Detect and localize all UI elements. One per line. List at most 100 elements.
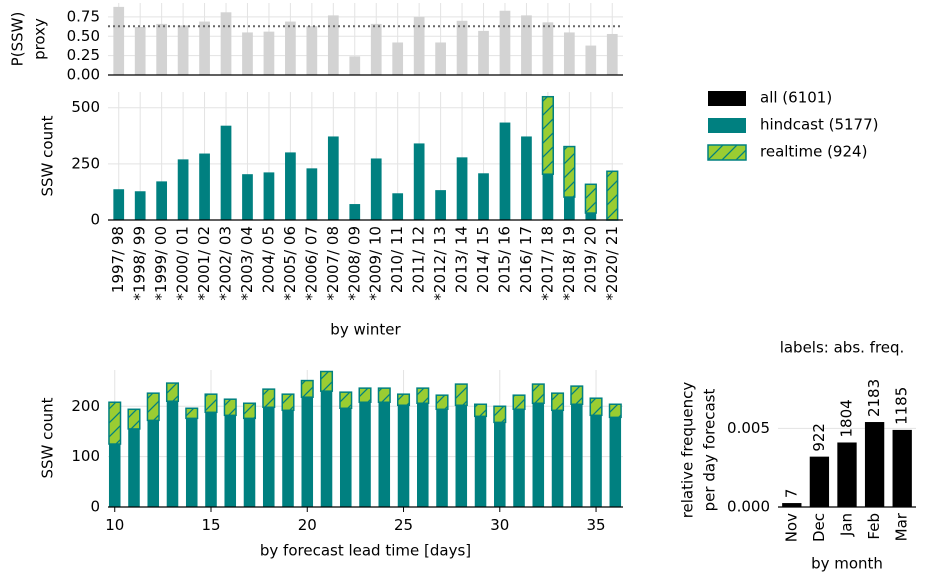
x-tick-label: *2017/ 18 xyxy=(538,226,556,301)
bar xyxy=(262,407,275,507)
bar xyxy=(584,183,597,214)
bar xyxy=(551,392,565,412)
bar xyxy=(285,152,296,220)
bar xyxy=(474,403,488,418)
bar xyxy=(205,412,217,507)
bar xyxy=(585,213,597,220)
x-tick-label: *2005/ 06 xyxy=(281,226,299,301)
bar xyxy=(199,153,210,220)
bar xyxy=(127,408,141,430)
bar xyxy=(185,418,198,507)
y-tick-label: 0.50 xyxy=(67,27,100,45)
x-tick-label: *2003/ 04 xyxy=(238,226,256,301)
bar xyxy=(478,173,489,220)
bar xyxy=(494,422,506,507)
bar xyxy=(606,170,619,221)
bar xyxy=(436,409,448,507)
bar xyxy=(262,388,276,409)
x-tick-label: 15 xyxy=(201,516,220,534)
y-axis-label: relative frequency xyxy=(679,382,697,519)
legend-swatch xyxy=(707,144,747,161)
bar xyxy=(456,20,468,76)
x-axis-label: by winter xyxy=(330,321,401,339)
y-axis-label: SSW count xyxy=(39,115,57,196)
legend-swatch xyxy=(708,91,746,106)
bar xyxy=(349,56,361,75)
bar xyxy=(609,417,622,507)
bar xyxy=(320,391,333,507)
bar xyxy=(301,397,314,507)
data-label: 2183 xyxy=(865,379,883,417)
bar xyxy=(147,420,160,507)
bar xyxy=(263,31,275,75)
bar xyxy=(204,393,218,414)
bar xyxy=(377,387,391,403)
bar xyxy=(220,12,232,76)
y-axis-label: P(SSW) xyxy=(9,12,27,67)
bar xyxy=(563,32,575,75)
bar xyxy=(478,30,489,75)
legend-swatch xyxy=(708,118,746,133)
bar xyxy=(327,15,339,75)
bar xyxy=(370,23,382,75)
bar xyxy=(134,191,146,220)
bar xyxy=(281,393,295,412)
bar xyxy=(108,444,121,507)
bar xyxy=(242,174,253,220)
bar xyxy=(837,442,857,507)
legend-label: hindcast (5177) xyxy=(760,116,878,134)
y-tick-label: 0.005 xyxy=(727,419,770,437)
bar xyxy=(782,503,802,507)
y-tick-label: 0 xyxy=(90,498,100,516)
bar xyxy=(300,379,314,398)
bar xyxy=(113,6,125,75)
bar xyxy=(319,370,334,392)
x-tick-label: 2015/ 16 xyxy=(495,226,513,293)
x-tick-label: Jan xyxy=(838,513,856,537)
bar xyxy=(378,402,391,507)
y-tick-label: 0.25 xyxy=(67,46,100,64)
x-tick-label: *1998/ 99 xyxy=(131,226,149,301)
bar xyxy=(455,405,468,507)
x-tick-label: *2002/ 03 xyxy=(217,226,235,301)
y-axis-label: per day forecast xyxy=(701,389,719,512)
bar xyxy=(413,16,425,75)
x-tick-label: 2004/ 05 xyxy=(259,226,277,293)
x-tick-label: 35 xyxy=(586,516,605,534)
bar xyxy=(532,403,545,507)
bar xyxy=(339,408,352,507)
x-tick-label: *2018/ 19 xyxy=(560,226,578,301)
x-tick-label: *2009/ 10 xyxy=(367,226,385,301)
bar xyxy=(134,27,146,75)
x-tick-label: *2000/ 01 xyxy=(174,226,192,301)
legend-label: realtime (924) xyxy=(760,143,867,161)
bar xyxy=(397,405,410,507)
bar xyxy=(185,407,199,420)
bar xyxy=(499,10,511,75)
bar xyxy=(263,172,275,220)
x-tick-label: 2011/ 12 xyxy=(410,226,428,293)
bar xyxy=(156,23,168,75)
bar xyxy=(589,397,603,417)
x-tick-label: 1997/ 98 xyxy=(109,226,127,293)
bar xyxy=(542,174,554,220)
bar xyxy=(108,401,122,445)
x-tick-label: 2019/ 20 xyxy=(581,226,599,293)
bar xyxy=(285,21,296,76)
bar xyxy=(242,32,253,75)
x-tick-label: 10 xyxy=(105,516,124,534)
y-axis-label: proxy xyxy=(31,18,49,60)
bar xyxy=(370,158,382,220)
x-tick-label: *2008/ 09 xyxy=(345,226,363,301)
x-axis-label: by forecast lead time [days] xyxy=(260,542,471,560)
bar xyxy=(809,456,830,507)
data-label: 1185 xyxy=(893,387,911,425)
bar xyxy=(413,143,425,220)
bar xyxy=(521,15,532,75)
bar xyxy=(177,159,189,220)
data-label: 922 xyxy=(810,423,828,452)
bar xyxy=(493,405,507,424)
x-tick-label: 2010/ 11 xyxy=(388,226,406,293)
bar xyxy=(512,394,526,411)
bar xyxy=(542,22,554,75)
